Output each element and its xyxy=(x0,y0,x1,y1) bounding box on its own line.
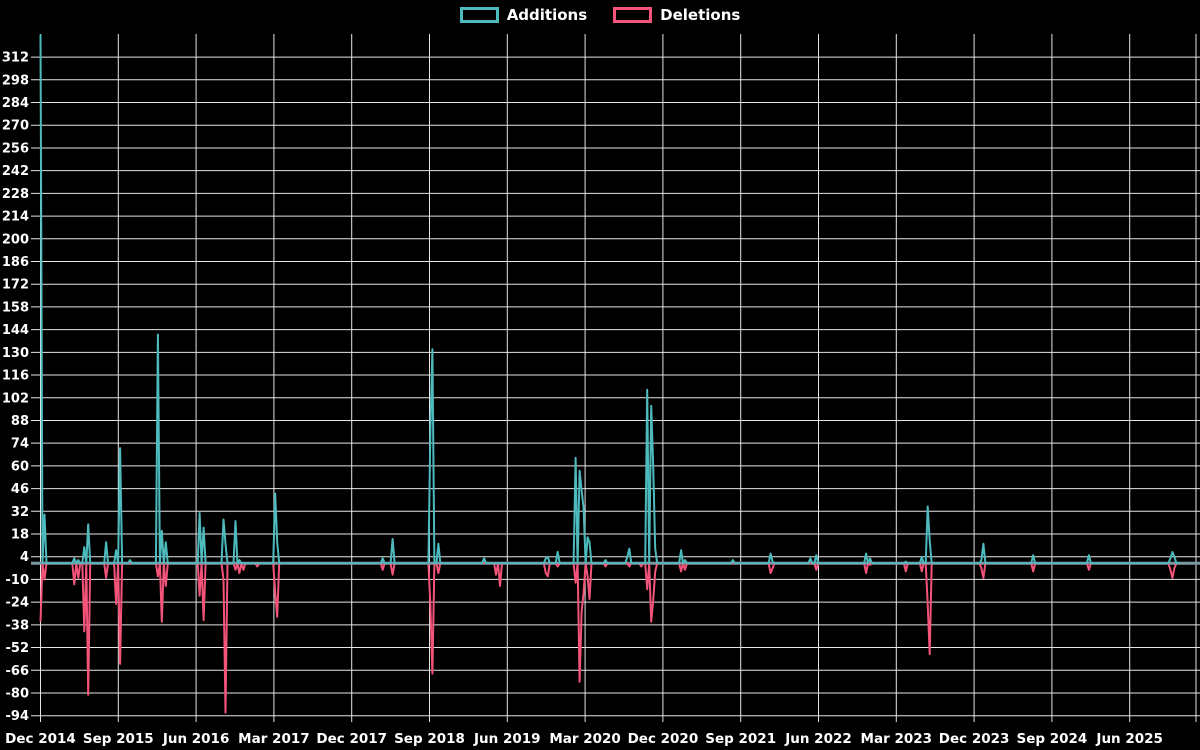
x-tick-label: Dec 2020 xyxy=(628,731,699,747)
y-tick-label: 46 xyxy=(11,482,29,497)
y-tick-label: 158 xyxy=(2,300,29,315)
y-tick-label: 228 xyxy=(2,187,29,202)
x-tick-label: Jun 2025 xyxy=(1095,731,1163,747)
legend-item-deletions[interactable]: Deletions xyxy=(613,7,740,23)
y-tick-label: 312 xyxy=(2,51,29,66)
deletions-legend-swatch-icon xyxy=(613,7,653,23)
x-tick-label: Sep 2018 xyxy=(394,731,465,747)
y-tick-label: -94 xyxy=(6,709,30,724)
x-tick-label: Sep 2015 xyxy=(83,731,154,747)
y-tick-label: 172 xyxy=(2,278,29,293)
y-tick-label: 88 xyxy=(11,414,29,429)
x-tick-label: Dec 2023 xyxy=(939,731,1010,747)
y-tick-label: 214 xyxy=(2,210,29,225)
y-tick-label: 256 xyxy=(2,141,29,156)
y-tick-label: 74 xyxy=(11,437,29,452)
y-tick-label: 60 xyxy=(11,459,29,474)
additions-line xyxy=(39,34,1181,565)
y-tick-label: 186 xyxy=(2,255,29,270)
x-tick-label: Jun 2019 xyxy=(473,731,541,747)
deletions-legend-label: Deletions xyxy=(660,5,741,24)
x-tick-label: Jun 2016 xyxy=(162,731,230,747)
legend-item-additions[interactable]: Additions xyxy=(459,5,588,24)
y-tick-label: 298 xyxy=(2,73,29,88)
y-tick-label: 130 xyxy=(2,346,29,361)
y-tick-label: 116 xyxy=(2,369,29,384)
x-tick-label: Jun 2022 xyxy=(784,731,852,747)
y-tick-label: 4 xyxy=(20,550,29,565)
x-tick-label: Mar 2017 xyxy=(238,731,309,747)
y-tick-label: -52 xyxy=(6,641,30,656)
y-tick-label: 32 xyxy=(11,505,29,520)
legend: Additions Deletions xyxy=(0,7,1200,23)
y-tick-label: 284 xyxy=(2,96,29,111)
y-tick-label: -10 xyxy=(6,573,30,588)
x-tick-label: Dec 2014 xyxy=(5,731,76,747)
y-tick-label: 144 xyxy=(2,323,29,338)
y-tick-label: -66 xyxy=(6,664,30,679)
x-tick-label: Mar 2023 xyxy=(861,731,932,747)
x-tick-label: Sep 2024 xyxy=(1016,731,1087,747)
y-tick-label: -24 xyxy=(6,596,30,611)
y-tick-label: -38 xyxy=(6,618,30,633)
y-tick-label: 270 xyxy=(2,119,29,134)
y-tick-label: 200 xyxy=(2,232,29,247)
y-tick-label: 102 xyxy=(2,391,29,406)
y-tick-label: 242 xyxy=(2,164,29,179)
y-tick-label: 18 xyxy=(11,528,29,543)
additions-legend-swatch-icon xyxy=(459,7,499,23)
y-tick-label: -80 xyxy=(6,686,30,701)
x-tick-label: Dec 2017 xyxy=(316,731,387,747)
x-tick-label: Mar 2020 xyxy=(549,731,620,747)
x-tick-label: Sep 2021 xyxy=(705,731,776,747)
additions-legend-label: Additions xyxy=(506,5,588,24)
